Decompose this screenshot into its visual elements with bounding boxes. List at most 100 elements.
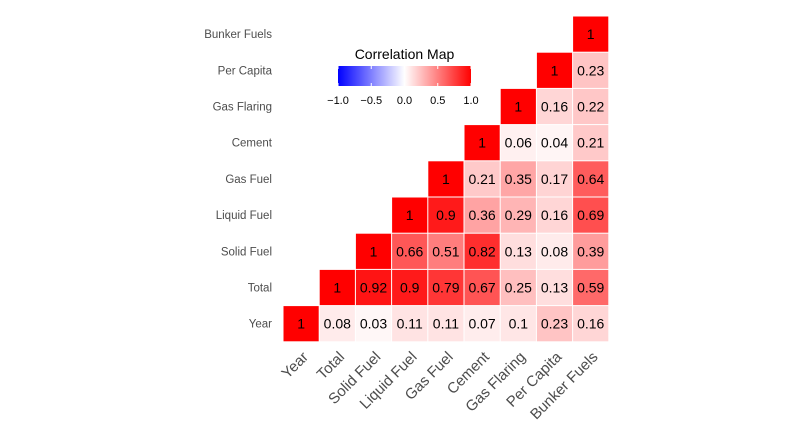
legend-colorbar [338, 66, 471, 86]
heatmap-cell-gas-fuel-gas-fuel [428, 161, 464, 197]
heatmap-cell-bunker-fuels-total [573, 269, 609, 306]
y-tick-label-per-capita: Per Capita [218, 65, 273, 77]
legend-tick-label: −0.5 [360, 95, 382, 107]
heatmap-cell-per-capita-gas-flaring [536, 88, 573, 125]
heatmap-cell-per-capita-total [536, 269, 573, 306]
cell-value-label: 0.35 [505, 171, 532, 187]
cell-value-label: 0.9 [436, 207, 456, 223]
cell-value-label: 1 [442, 171, 450, 187]
cell-value-label: 1 [406, 207, 414, 223]
heatmap-cell-bunker-fuels-cement [573, 125, 609, 161]
heatmap-cell-liquid-fuel-year [392, 306, 428, 342]
cell-value-label: 0.69 [577, 207, 604, 223]
heatmap-cell-cement-total [464, 269, 500, 306]
cell-value-label: 0.66 [396, 243, 423, 259]
heatmap-cell-cement-year [464, 306, 500, 342]
y-tick-label-solid-fuel: Solid Fuel [221, 246, 272, 258]
y-tick-label-total: Total [248, 283, 272, 295]
heatmap-cell-gas-flaring-total [500, 269, 536, 306]
heatmap-cell-gas-flaring-cement [500, 125, 536, 161]
heatmap-cell-bunker-fuels-liquid-fuel [573, 197, 609, 233]
cell-value-label: 0.51 [432, 243, 459, 259]
cell-value-label: 0.16 [541, 207, 568, 223]
cell-value-label: 0.08 [541, 243, 568, 259]
legend-tick-label: 0.5 [430, 95, 445, 107]
heatmap-cell-bunker-fuels-gas-fuel [573, 161, 609, 197]
heatmap-cell-total-total [319, 269, 355, 306]
y-tick-label-bunker-fuels: Bunker Fuels [204, 29, 272, 41]
y-axis-labels: Year Total Solid Fuel Liquid Fuel Gas Fuel Ce… [204, 29, 273, 331]
heatmap-cell-bunker-fuels-solid-fuel [573, 233, 609, 269]
y-tick-label-gas-flaring: Gas Flaring [213, 102, 272, 114]
heatmap-cell-gas-fuel-year [428, 306, 464, 342]
cell-value-label: 0.92 [360, 280, 387, 296]
heatmap-cell-gas-flaring-liquid-fuel [500, 197, 536, 233]
heatmap-cell-bunker-fuels-bunker-fuels [573, 16, 609, 52]
legend-tick-label: 0.0 [397, 95, 412, 107]
y-tick-label-gas-fuel: Gas Fuel [225, 174, 272, 186]
heatmap-cell-bunker-fuels-gas-flaring [573, 88, 609, 125]
cell-value-label: 0.04 [541, 135, 568, 151]
cell-value-label: 0.59 [577, 280, 604, 296]
y-tick-label-cement: Cement [232, 138, 273, 150]
cell-value-label: 0.17 [541, 171, 568, 187]
legend-tick-label: −1.0 [327, 95, 349, 107]
legend: Correlation Map −1.0 −0.5 0.0 0.5 1.0 [327, 46, 479, 107]
cell-value-label: 0.16 [541, 99, 568, 115]
cell-value-label: 0.11 [397, 316, 423, 332]
cell-value-label: 0.21 [468, 171, 495, 187]
cell-value-label: 1 [297, 316, 305, 332]
heatmap-cell-gas-fuel-liquid-fuel [428, 197, 464, 233]
cell-value-label: 0.11 [433, 316, 459, 332]
heatmap-cell-per-capita-gas-fuel [536, 161, 573, 197]
heatmap-cell-cement-solid-fuel [464, 233, 500, 269]
cell-value-label: 0.22 [577, 99, 604, 115]
heatmap-cell-liquid-fuel-liquid-fuel [392, 197, 428, 233]
heatmap-cell-per-capita-liquid-fuel [536, 197, 573, 233]
heatmap-cell-gas-fuel-total [428, 269, 464, 306]
y-tick-label-liquid-fuel: Liquid Fuel [216, 210, 272, 222]
heatmap-cell-liquid-fuel-total [392, 269, 428, 306]
heatmap-cell-gas-flaring-gas-flaring [500, 88, 536, 125]
legend-tick-label: 1.0 [463, 95, 478, 107]
cell-value-label: 0.23 [577, 62, 604, 78]
cell-value-label: 0.13 [541, 280, 568, 296]
heatmap-cell-year-year [283, 306, 319, 342]
cell-value-label: 0.82 [468, 243, 495, 259]
cell-value-label: 0.1 [509, 316, 529, 332]
heatmap-cell-per-capita-per-capita [536, 52, 573, 88]
cell-value-label: 0.06 [505, 135, 532, 151]
heatmap-cell-liquid-fuel-solid-fuel [392, 233, 428, 269]
heatmap-cell-cement-liquid-fuel [464, 197, 500, 233]
heatmap-cells: 1 0.0810.030.9210.110.90.6610.110.790.510… [283, 16, 609, 342]
cell-value-label: 1 [370, 243, 378, 259]
heatmap-cell-bunker-fuels-year [573, 306, 609, 342]
heatmap-cell-gas-flaring-solid-fuel [500, 233, 536, 269]
heatmap-cell-solid-fuel-solid-fuel [355, 233, 392, 269]
cell-value-label: 0.03 [360, 316, 387, 332]
cell-value-label: 0.21 [577, 135, 604, 151]
heatmap-cell-per-capita-solid-fuel [536, 233, 573, 269]
cell-value-label: 1 [587, 26, 595, 42]
heatmap-cell-cement-cement [464, 125, 500, 161]
cell-value-label: 1 [333, 280, 341, 296]
legend-title: Correlation Map [355, 46, 455, 62]
cell-value-label: 1 [514, 99, 522, 115]
legend-ticks: −1.0 −0.5 0.0 0.5 1.0 [327, 66, 479, 107]
cell-value-label: 0.23 [541, 316, 568, 332]
heatmap-cell-solid-fuel-total [355, 269, 392, 306]
cell-value-label: 0.67 [468, 280, 495, 296]
x-tick-label-year: Year [278, 349, 311, 382]
heatmap-cell-gas-fuel-solid-fuel [428, 233, 464, 269]
cell-value-label: 0.13 [505, 243, 532, 259]
y-tick-label-year: Year [249, 319, 272, 331]
cell-value-label: 0.39 [577, 243, 604, 259]
cell-value-label: 0.29 [505, 207, 532, 223]
heatmap-cell-solid-fuel-year [355, 306, 392, 342]
cell-value-label: 0.25 [505, 280, 532, 296]
cell-value-label: 0.07 [468, 316, 495, 332]
cell-value-label: 0.9 [400, 280, 420, 296]
heatmap-cell-cement-gas-fuel [464, 161, 500, 197]
